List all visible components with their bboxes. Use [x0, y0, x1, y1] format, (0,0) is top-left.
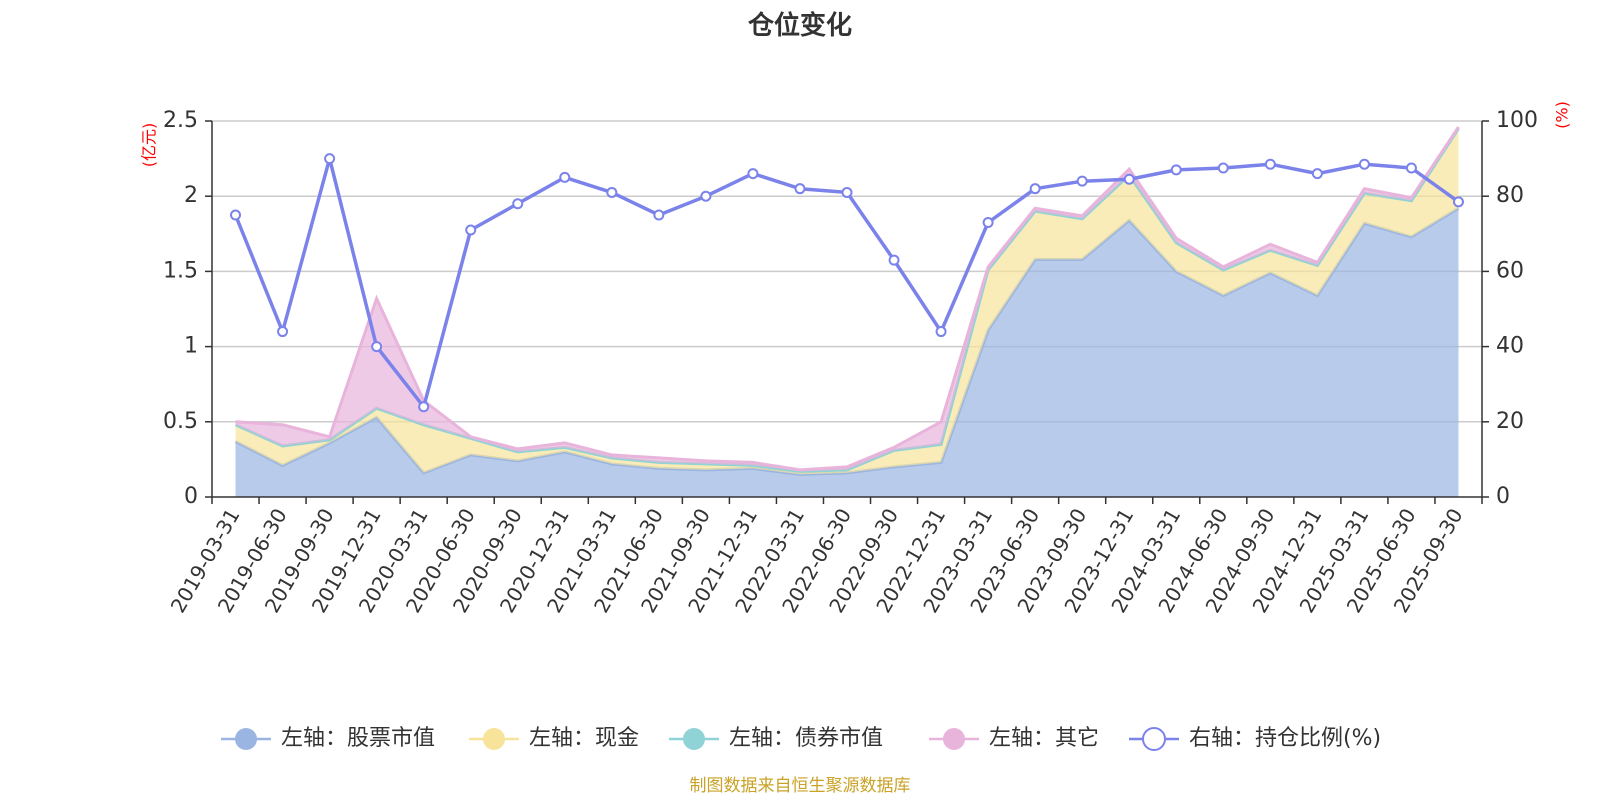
ratio-point: [1311, 168, 1323, 180]
legend: 左轴：股票市值 左轴：现金 左轴：债券市值 左轴：其它 右轴：持仓比例(%): [221, 726, 1381, 751]
legend-label: 左轴：债券市值: [729, 726, 883, 751]
legend-label: 左轴：其它: [989, 726, 1099, 751]
legend-marker: [235, 728, 257, 750]
right-axis-unit: (%): [1553, 101, 1572, 129]
right-axis-tick-label: 60: [1496, 258, 1524, 283]
ratio-point: [1264, 158, 1276, 170]
source-note: 制图数据来自恒生聚源数据库: [690, 776, 911, 796]
axes: 0 0.5 1 1.5 2 2.5 0 20 40 60 80 100: [163, 108, 1538, 509]
ratio-point: [1452, 196, 1464, 208]
ratio-point: [606, 186, 618, 198]
left-axis-tick-label: 1: [184, 334, 198, 359]
legend-marker: [483, 728, 505, 750]
ratio-point: [841, 186, 853, 198]
ratio-point: [1076, 175, 1088, 187]
ratio-point: [888, 254, 900, 266]
right-axis-tick-label: 40: [1496, 334, 1524, 359]
left-axis-unit: (亿元): [140, 123, 159, 168]
area-左轴：现金: [235, 128, 1459, 475]
area-edge-左轴：其它: [235, 126, 1460, 472]
chart-title: 仓位变化: [747, 10, 852, 41]
legend-label: 左轴：现金: [529, 726, 639, 751]
ratio-point: [700, 190, 712, 202]
ratio-point: [1123, 173, 1135, 185]
ratio-point: [1405, 162, 1417, 174]
legend-item: 左轴：债券市值: [669, 726, 883, 751]
ratio-point: [1029, 183, 1041, 195]
left-axis-tick-label: 0.5: [163, 409, 198, 434]
ratio-point: [465, 224, 477, 236]
right-axis-tick-label: 100: [1496, 108, 1538, 133]
legend-item: 左轴：其它: [929, 726, 1099, 751]
legend-label: 左轴：股票市值: [281, 726, 435, 751]
x-axis-ticks: 2019-03-312019-06-302019-09-302019-12-31…: [166, 497, 1483, 617]
ratio-point: [747, 168, 759, 180]
area-左轴：股票市值: [235, 208, 1459, 497]
ratio-point: [512, 198, 524, 210]
ratio-point: [418, 401, 430, 413]
ratio-point: [794, 183, 806, 195]
ratio-point: [982, 217, 994, 229]
ratio-point: [1170, 164, 1182, 176]
ratio-point: [277, 326, 289, 338]
legend-label: 右轴：持仓比例(%): [1189, 726, 1381, 751]
ratio-line: [230, 153, 1464, 413]
left-axis-tick-label: 2.5: [163, 108, 198, 133]
legend-marker: [1142, 727, 1166, 751]
ratio-point: [935, 326, 947, 338]
ratio-point: [1217, 162, 1229, 174]
ratio-point: [230, 209, 242, 221]
right-axis-tick-label: 80: [1496, 183, 1524, 208]
legend-marker: [683, 728, 705, 750]
ratio-point: [1358, 158, 1370, 170]
ratio-point: [324, 153, 336, 165]
legend-item: 右轴：持仓比例(%): [1129, 726, 1381, 751]
right-axis-tick-label: 0: [1496, 484, 1510, 509]
legend-marker: [943, 728, 965, 750]
legend-item: 左轴：现金: [469, 726, 639, 751]
left-axis-tick-label: 1.5: [163, 258, 198, 283]
left-axis-tick-label: 0: [184, 484, 198, 509]
ratio-point: [559, 171, 571, 183]
stacked-areas: [234, 126, 1460, 497]
ratio-point: [653, 209, 665, 221]
legend-item: 左轴：股票市值: [221, 726, 435, 751]
left-axis-tick-label: 2: [184, 183, 198, 208]
ratio-point: [371, 341, 383, 353]
right-axis-tick-label: 20: [1496, 409, 1524, 434]
